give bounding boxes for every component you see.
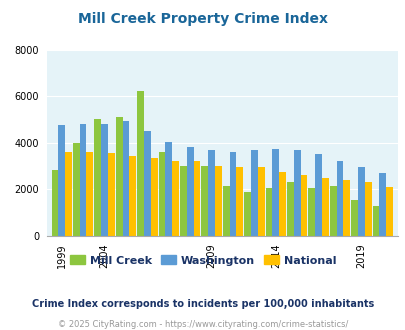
Bar	[222, 186, 229, 236]
Bar	[272, 148, 279, 236]
Bar	[129, 155, 136, 236]
Bar	[208, 150, 214, 236]
Bar	[79, 124, 86, 236]
Bar	[214, 166, 221, 236]
Text: Mill Creek Property Crime Index: Mill Creek Property Crime Index	[78, 12, 327, 25]
Bar	[314, 154, 321, 236]
Bar	[350, 200, 357, 236]
Bar	[179, 166, 186, 236]
Bar	[65, 152, 72, 236]
Bar	[229, 152, 236, 236]
Bar	[73, 143, 79, 236]
Bar	[158, 152, 165, 236]
Bar	[372, 206, 379, 236]
Text: Crime Index corresponds to incidents per 100,000 inhabitants: Crime Index corresponds to incidents per…	[32, 299, 373, 309]
Bar	[58, 125, 65, 236]
Bar	[300, 175, 307, 236]
Bar	[250, 150, 257, 236]
Bar	[385, 187, 392, 236]
Bar	[150, 158, 157, 236]
Bar	[94, 119, 101, 236]
Bar	[364, 182, 371, 236]
Bar	[244, 192, 250, 236]
Bar	[51, 170, 58, 236]
Bar	[379, 173, 385, 236]
Bar	[108, 153, 114, 236]
Bar	[257, 167, 264, 236]
Bar	[329, 186, 336, 236]
Bar	[86, 152, 93, 236]
Bar	[172, 161, 179, 236]
Bar	[144, 131, 150, 236]
Bar	[286, 182, 293, 236]
Bar	[279, 172, 285, 236]
Bar	[201, 166, 208, 236]
Legend: Mill Creek, Washington, National: Mill Creek, Washington, National	[65, 251, 340, 270]
Bar	[236, 167, 243, 236]
Bar	[321, 178, 328, 236]
Bar	[137, 91, 144, 236]
Bar	[336, 161, 343, 236]
Text: © 2025 CityRating.com - https://www.cityrating.com/crime-statistics/: © 2025 CityRating.com - https://www.city…	[58, 320, 347, 329]
Bar	[308, 188, 314, 236]
Bar	[265, 188, 272, 236]
Bar	[357, 167, 364, 236]
Bar	[343, 180, 350, 236]
Bar	[165, 142, 172, 236]
Bar	[293, 150, 300, 236]
Bar	[122, 120, 129, 236]
Bar	[101, 124, 108, 236]
Bar	[193, 161, 200, 236]
Bar	[186, 148, 193, 236]
Bar	[115, 117, 122, 236]
